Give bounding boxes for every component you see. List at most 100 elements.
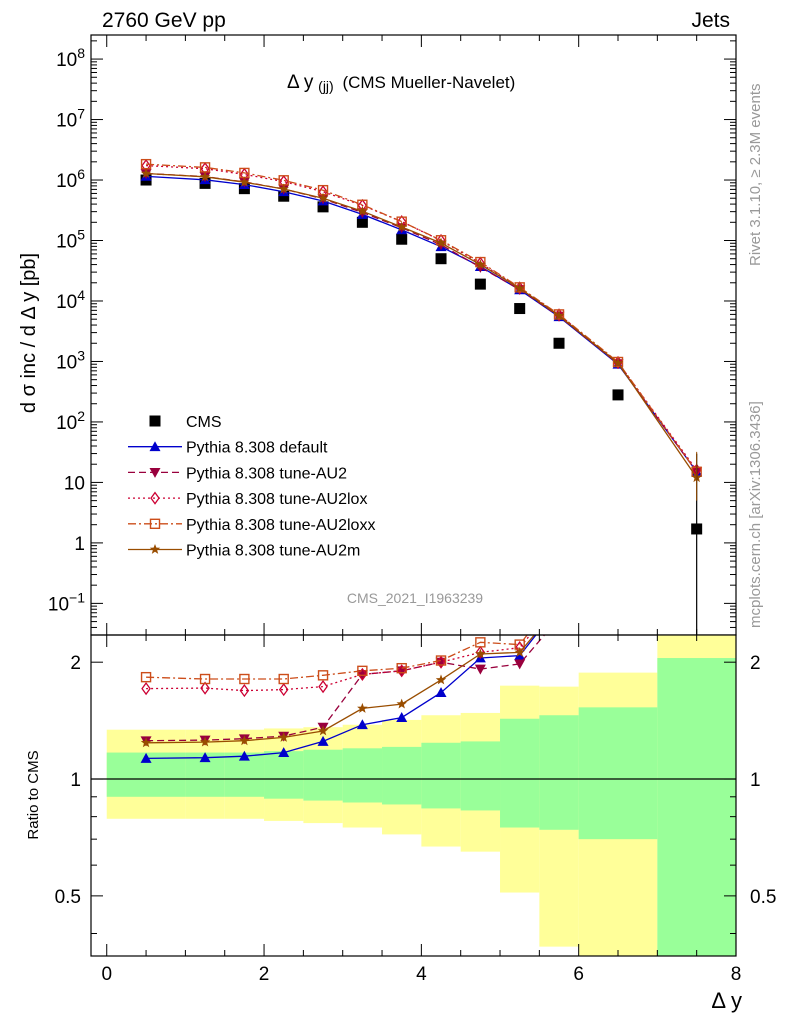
data-point — [278, 183, 289, 194]
legend-entry: Pythia 8.308 tune-AU2 — [128, 465, 347, 482]
ratio-point — [396, 698, 407, 709]
legend-marker — [149, 415, 161, 427]
chart-title-sub: (jj) — [318, 78, 334, 94]
ratio-point — [278, 731, 289, 742]
mcplots-text: mcplots.cern.ch [arXiv:1306.3436] — [747, 401, 764, 628]
band-inner — [303, 749, 343, 801]
ratio-y-tick-label-right: 0.5 — [750, 887, 776, 908]
ratio-point — [317, 725, 329, 736]
legend-label: Pythia 8.308 tune-AU2loxx — [186, 517, 375, 534]
band-inner — [421, 742, 461, 809]
ratio-point — [357, 667, 368, 682]
series-pythia-8-308-tune-au2 — [140, 169, 703, 478]
data-point — [553, 337, 565, 349]
ratio-point — [475, 645, 486, 659]
ratio-point — [278, 682, 289, 697]
y-axis-label: d σ inc / d Δ y [pb] — [18, 253, 40, 413]
ratio-point — [396, 662, 407, 674]
data-point — [357, 205, 368, 216]
series-line — [146, 172, 698, 478]
ratio-point — [238, 750, 250, 761]
data-point — [474, 278, 486, 290]
legend-entry: Pythia 8.308 tune-AU2lox — [128, 491, 367, 508]
data-point — [514, 282, 525, 293]
ratio-point — [200, 681, 210, 695]
series-pythia-8-308-tune-au2loxx — [140, 158, 702, 477]
y-tick-label: 107 — [56, 106, 85, 132]
data-point — [317, 201, 329, 213]
y-tick-label: 108 — [56, 45, 85, 71]
ratio-point — [435, 655, 447, 666]
data-point — [475, 256, 486, 270]
ratio-series-line — [146, 635, 528, 680]
ratio-point — [357, 702, 368, 713]
ratio-point — [514, 646, 525, 657]
legend-label: Pythia 8.308 tune-AU2 — [186, 465, 347, 482]
x-tick-label: 0 — [101, 964, 112, 985]
series-pythia-8-308-tune-au2lox — [141, 159, 702, 477]
ratio-point — [396, 664, 407, 678]
chart-title-rest: (CMS Mueller-Navelet) — [342, 73, 515, 92]
ratio-point — [199, 752, 211, 763]
ratio-y-tick-label-right: 2 — [750, 653, 761, 674]
band-inner — [500, 718, 540, 828]
x-tick-label: 8 — [731, 964, 742, 985]
ratio-uncertainty-bands — [91, 635, 736, 956]
legend: CMS Pythia 8.308 default Pythia 8.308 tune… — [128, 414, 375, 560]
ratio-y-tick-label: 1 — [70, 770, 81, 791]
legend-marker — [149, 441, 161, 452]
band-inner — [578, 707, 658, 840]
band-inner — [382, 746, 422, 805]
data-point — [435, 237, 447, 248]
data-point — [140, 168, 152, 178]
ratio-point — [554, 614, 565, 624]
x-tick-label: 2 — [259, 964, 270, 985]
ratio-y-tick-label: 2 — [70, 653, 81, 674]
ratio-series-layer — [140, 589, 565, 763]
x-tick-label: 4 — [416, 964, 427, 985]
y-tick-label: 105 — [56, 227, 85, 253]
ratio-point — [140, 752, 152, 763]
data-point — [239, 176, 250, 187]
legend-marker — [150, 491, 160, 505]
data-point — [278, 190, 290, 202]
y-tick-label: 104 — [56, 287, 85, 313]
legend-marker — [149, 544, 161, 554]
legend-entry: Pythia 8.308 default — [128, 440, 328, 457]
y-tick-label: 1 — [74, 534, 85, 555]
ratio-point — [317, 735, 329, 746]
ratio-point — [435, 674, 447, 685]
legend-label: Pythia 8.308 default — [186, 440, 328, 457]
ratio-series-pythia-8-308-tune-au2m — [140, 600, 564, 748]
ratio-point — [199, 673, 211, 685]
band-inner — [460, 741, 501, 811]
ratio-point — [475, 648, 486, 659]
data-point — [199, 171, 211, 182]
watermark: CMS_2021_I1963239 — [347, 590, 483, 606]
series-line — [146, 175, 698, 473]
series-line — [146, 164, 698, 471]
ratio-point — [141, 681, 151, 696]
band-inner — [264, 751, 304, 799]
y-tick-label: 106 — [56, 166, 85, 192]
ratio-point — [278, 673, 289, 685]
main-series-layer — [140, 158, 703, 635]
ratio-point — [555, 589, 564, 598]
data-point — [612, 357, 624, 368]
data-point — [475, 259, 486, 269]
data-point — [514, 303, 526, 315]
ratio-point — [474, 664, 486, 675]
ratio-point — [396, 712, 408, 722]
chart-title: Δ y (jj) (CMS Mueller-Navelet) — [287, 72, 515, 95]
ratio-point — [554, 600, 564, 610]
ratio-y-axis-label: Ratio to CMS — [25, 750, 42, 839]
legend-marker — [149, 468, 161, 478]
ratio-y-tick-label: 0.5 — [55, 887, 81, 908]
ratio-point — [357, 665, 368, 677]
ratio-series-pythia-8-308-default — [140, 635, 537, 763]
ratio-point — [555, 594, 563, 605]
ratio-y-tick-label-right: 1 — [750, 770, 761, 791]
ratio-point — [199, 736, 211, 747]
header-right: Jets — [691, 9, 730, 32]
ratio-axes: 0.5 0.5 1 1 2 2 0 2 4 6 8 — [55, 634, 776, 985]
